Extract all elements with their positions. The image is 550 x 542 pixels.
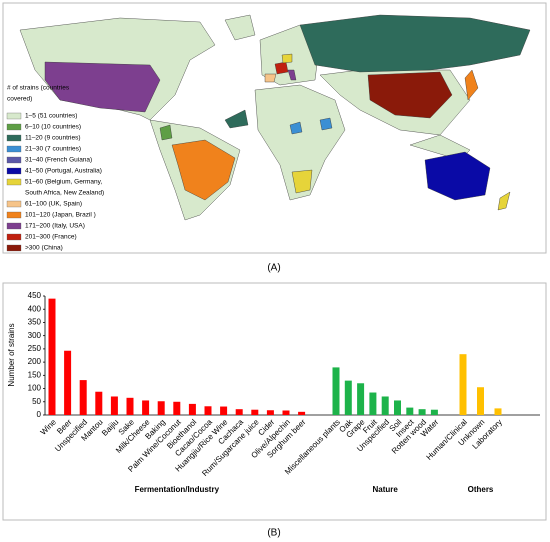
y-tick-label: 200 xyxy=(28,357,42,366)
legend-swatch xyxy=(6,112,22,120)
group-label: Others xyxy=(468,485,494,494)
bar xyxy=(95,391,103,415)
legend-label: 1–5 (51 countries) xyxy=(25,113,77,120)
legend-swatch xyxy=(6,167,22,175)
y-tick-label: 0 xyxy=(37,410,42,419)
y-tick-label: 150 xyxy=(28,370,42,379)
legend-label: 21–30 (7 countries) xyxy=(25,146,81,153)
bar xyxy=(64,350,72,415)
y-tick-label: 400 xyxy=(28,304,42,313)
legend-swatch xyxy=(6,145,22,153)
bar xyxy=(251,409,259,415)
legend-label: 101–120 (Japan, Brazil ) xyxy=(25,212,96,219)
bar xyxy=(157,401,165,415)
legend-label: South Africa, New Zealand) xyxy=(25,190,104,197)
country xyxy=(289,121,303,135)
country xyxy=(44,61,161,113)
legend-swatch xyxy=(6,211,22,219)
bar xyxy=(48,298,56,415)
bar xyxy=(173,401,181,415)
panel-label: (A) xyxy=(267,263,280,274)
bar xyxy=(298,411,306,415)
bar xyxy=(430,409,438,415)
legend-label: 171–200 (Italy, USA) xyxy=(25,223,85,230)
country xyxy=(424,151,491,201)
country xyxy=(291,169,313,194)
legend-swatch xyxy=(6,178,22,186)
bar xyxy=(235,409,243,415)
country xyxy=(367,71,453,119)
country xyxy=(287,69,297,81)
y-tick-label: 300 xyxy=(28,331,42,340)
bar xyxy=(494,408,502,415)
bar xyxy=(204,406,212,415)
bar xyxy=(220,406,228,415)
country xyxy=(224,109,249,129)
chart-panel xyxy=(2,282,547,521)
land xyxy=(409,134,471,161)
country xyxy=(264,73,277,83)
legend-swatch xyxy=(6,156,22,164)
country xyxy=(281,53,293,64)
legend-swatch xyxy=(6,134,22,142)
bar xyxy=(79,380,87,415)
country xyxy=(497,191,511,211)
legend-swatch xyxy=(6,233,22,241)
bar xyxy=(188,403,196,415)
bar xyxy=(357,383,365,415)
y-tick-label: 250 xyxy=(28,344,42,353)
bar xyxy=(394,400,401,415)
legend-label: 51–60 (Belgium, Germany, xyxy=(25,179,102,186)
y-axis-label: Number of strains xyxy=(7,323,16,386)
legend-label: 31–40 (French Guiana) xyxy=(25,157,92,164)
legend-label: 201–300 (France) xyxy=(25,234,77,241)
legend-swatch xyxy=(6,123,22,131)
country xyxy=(464,69,479,101)
bar xyxy=(406,407,414,415)
legend-title: # of strains (countries xyxy=(7,85,70,92)
bar xyxy=(344,380,352,415)
bar xyxy=(459,354,467,415)
bar xyxy=(126,397,134,415)
country xyxy=(171,139,236,201)
land xyxy=(299,14,531,73)
group-label: Nature xyxy=(373,485,399,494)
bar xyxy=(332,367,340,415)
legend-swatch xyxy=(6,244,22,252)
legend-label: 11–20 (9 countries) xyxy=(25,135,81,142)
group-label: Fermentation/Industry xyxy=(135,485,220,494)
legend-label: 61–100 (UK, Spain) xyxy=(25,201,82,208)
legend-label: 41–50 (Portugal, Australia) xyxy=(25,168,102,175)
y-tick-label: 100 xyxy=(28,384,42,393)
legend-swatch xyxy=(6,222,22,230)
bar xyxy=(110,396,118,415)
legend-swatch xyxy=(6,200,22,208)
bar xyxy=(477,387,484,415)
country xyxy=(274,61,289,75)
y-tick-label: 50 xyxy=(32,397,41,406)
y-tick-label: 350 xyxy=(28,318,42,327)
country xyxy=(159,124,173,141)
bar xyxy=(418,409,426,415)
legend-label: 6–10 (10 countries) xyxy=(25,124,81,131)
bar xyxy=(282,410,290,415)
bar xyxy=(142,400,150,415)
bar xyxy=(369,392,377,415)
bar xyxy=(381,396,389,415)
y-tick-label: 450 xyxy=(28,291,42,300)
panel-label: (B) xyxy=(267,528,280,539)
legend-title: covered) xyxy=(7,96,32,103)
country xyxy=(319,117,333,131)
land xyxy=(254,84,346,201)
legend-label: >300 (China) xyxy=(25,245,63,252)
land xyxy=(224,14,256,41)
bar xyxy=(266,410,274,415)
